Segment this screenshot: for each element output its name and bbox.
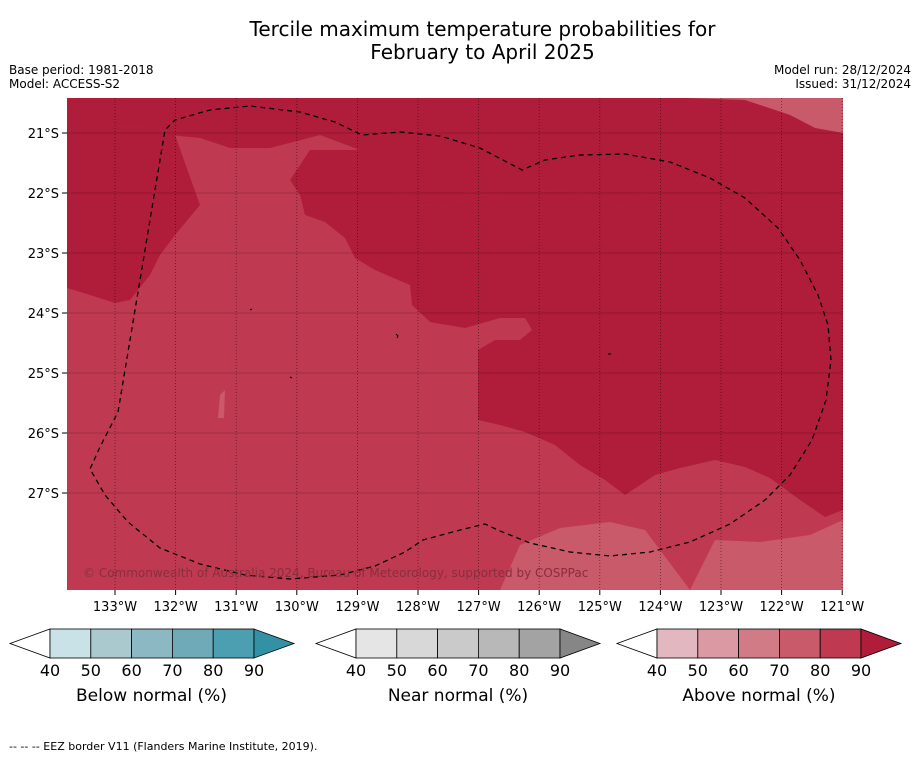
colorbar-segment — [518, 628, 561, 659]
base-period: Base period: 1981-2018 — [9, 63, 154, 77]
colorbar-tick-label: 40 — [39, 661, 61, 680]
lat-label: 24°S — [28, 307, 59, 322]
lon-label: 123°W — [699, 600, 743, 615]
lat-label: 21°S — [28, 127, 59, 142]
map-title: Tercile maximum temperature probabilitie… — [0, 18, 919, 64]
eez-border — [89, 105, 832, 580]
legend-above-label: Above normal (%) — [682, 686, 836, 706]
title-line-1: Tercile maximum temperature probabilitie… — [249, 17, 716, 41]
legend-colorbars — [8, 628, 903, 659]
colorbar-tick-label: 90 — [549, 661, 571, 680]
copyright-text: © Commonwealth of Australia 2024, Bureau… — [83, 566, 588, 580]
lon-label: 133°W — [93, 600, 137, 615]
colorbar-tick-label: 60 — [427, 661, 448, 680]
lat-label: 27°S — [28, 487, 59, 502]
colorbar-segment — [90, 628, 133, 659]
colorbar-tick-label: 70 — [468, 661, 489, 680]
colorbar-segment — [171, 628, 214, 659]
colorbar-max-extend — [860, 628, 903, 659]
region-above-60-70-se — [690, 520, 843, 590]
map-canvas: © Commonwealth of Australia 2024, Bureau… — [28, 98, 865, 615]
colorbar-tick-label: 40 — [345, 661, 367, 680]
colorbar-segment — [779, 628, 821, 659]
latitude-labels: 21°S 22°S 23°S 24°S 25°S 26°S 27°S — [28, 127, 59, 502]
lon-grid — [114, 98, 843, 590]
colorbar-tick-label: 50 — [386, 661, 407, 680]
colorbar-below — [8, 628, 296, 659]
lon-label: 128°W — [396, 600, 440, 615]
colorbar-max-extend — [559, 628, 602, 659]
model-name: Model: ACCESS-S2 — [9, 77, 121, 91]
colorbar-tick-label: 40 — [646, 661, 668, 680]
colorbar-min-extend — [314, 628, 357, 659]
lon-label: 131°W — [214, 600, 258, 615]
region-above-80-90-central — [290, 150, 843, 517]
colorbar-min-extend — [615, 628, 658, 659]
lat-label: 23°S — [28, 247, 59, 262]
colorbar-segment — [697, 628, 739, 659]
lon-label: 130°W — [275, 600, 319, 615]
colorbar-tick-label: 50 — [687, 661, 708, 680]
colorbar-segment — [355, 628, 398, 659]
colorbar-tick-label: 70 — [769, 661, 790, 680]
colorbar-near — [314, 628, 602, 659]
colorbar-segment — [396, 628, 438, 659]
colorbar-segment — [738, 628, 780, 659]
colorbar-tick-label: 80 — [203, 661, 224, 680]
colorbar-tick-label: 50 — [80, 661, 101, 680]
lon-label: 126°W — [517, 600, 561, 615]
probability-field: © Commonwealth of Australia 2024, Bureau… — [67, 98, 843, 590]
colorbar-min-extend — [8, 628, 51, 659]
colorbar-tick-label: 80 — [810, 661, 831, 680]
lon-label: 122°W — [760, 600, 804, 615]
island-3 — [395, 333, 399, 339]
region-above-60-70-ne — [685, 98, 843, 133]
lon-label: 121°W — [820, 600, 864, 615]
lon-label: 129°W — [335, 600, 379, 615]
longitude-labels: 133°W 132°W 131°W 130°W 129°W 128°W 127°W 126°W… — [93, 600, 865, 615]
meta-right: Model run: 28/12/2024 Issued: 31/12/2024 — [774, 63, 911, 91]
lon-label: 132°W — [154, 600, 198, 615]
footnote: -- -- -- EEZ border V11 (Flanders Marine… — [9, 740, 318, 753]
issued-date: Issued: 31/12/2024 — [795, 77, 911, 91]
colorbar-segment — [437, 628, 479, 659]
island-1 — [249, 308, 253, 311]
colorbar-segment — [819, 628, 862, 659]
island-2 — [289, 376, 293, 379]
legend-below-label: Below normal (%) — [76, 686, 227, 706]
colorbar-tick-label: 90 — [243, 661, 265, 680]
model-run: Model run: 28/12/2024 — [773, 63, 911, 77]
lon-label: 124°W — [638, 600, 682, 615]
lon-label: 125°W — [578, 600, 622, 615]
colorbar-tick-label: 60 — [121, 661, 142, 680]
colorbar-tick-label: 70 — [162, 661, 183, 680]
lat-label: 26°S — [28, 427, 59, 442]
title-line-2: February to April 2025 — [370, 40, 595, 64]
region-small-patch — [218, 390, 225, 418]
colorbar-tick-label: 90 — [850, 661, 872, 680]
colorbar-segment — [212, 628, 255, 659]
meta-left: Base period: 1981-2018 Model: ACCESS-S2 — [9, 63, 154, 91]
colorbar-segment — [131, 628, 173, 659]
colorbar-tick-label: 60 — [728, 661, 749, 680]
lat-label: 22°S — [28, 187, 59, 202]
legend-near-label: Near normal (%) — [387, 686, 529, 706]
region-above-80-90-west — [67, 125, 200, 303]
lat-grid — [67, 132, 843, 494]
region-above-80-90-north — [67, 98, 843, 245]
lon-label: 127°W — [457, 600, 501, 615]
colorbar-tick-label: 80 — [509, 661, 530, 680]
region-above-60-70-s — [500, 522, 690, 590]
colorbar-above — [615, 628, 903, 659]
colorbar-segment — [477, 628, 520, 659]
colorbar-max-extend — [253, 628, 296, 659]
colorbar-segment — [49, 628, 92, 659]
lat-label: 25°S — [28, 367, 59, 382]
colorbar-segment — [656, 628, 699, 659]
latitude-tick-marks — [62, 132, 67, 494]
longitude-tick-marks — [114, 590, 843, 595]
